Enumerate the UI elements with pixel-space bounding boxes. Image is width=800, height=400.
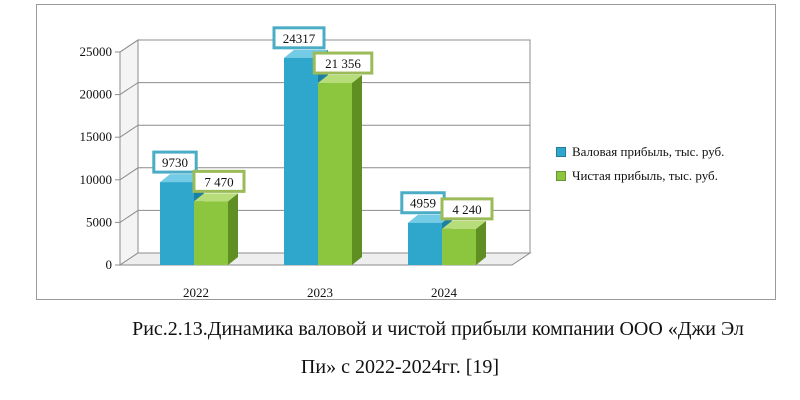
data-label: 21 356 [312, 51, 374, 75]
figure-caption-line2: Пи» с 2022-2024гг. [19] [300, 356, 500, 378]
y-tick-label: 10000 [80, 172, 113, 187]
gridline [119, 167, 530, 181]
x-axis: 2022 2023 2024 [183, 285, 458, 300]
data-label: 4959 [400, 191, 446, 215]
side-wall [119, 39, 139, 266]
bar [442, 220, 486, 265]
legend-label-net: Чистая прибыль, тыс. руб. [572, 168, 718, 183]
y-tick-label: 25000 [80, 44, 113, 59]
legend-label-gross: Валовая прибыль, тыс. руб. [572, 144, 725, 159]
y-tick-label: 15000 [80, 129, 113, 144]
y-tick-label: 0 [106, 257, 113, 272]
legend: Валовая прибыль, тыс. руб. Чистая прибыл… [556, 140, 724, 188]
gridline [119, 209, 530, 223]
data-label: 4 240 [440, 197, 494, 221]
svg-text:4 240: 4 240 [452, 202, 481, 217]
svg-text:4959: 4959 [410, 196, 436, 211]
bars [160, 49, 486, 266]
y-axis: 0 5000 10000 15000 20000 25000 [80, 39, 530, 272]
svg-text:7 470: 7 470 [204, 174, 233, 189]
x-tick-label: 2023 [307, 285, 333, 300]
gridline [119, 82, 530, 96]
bar-chart: 0 5000 10000 15000 20000 25000 9730 7 470 24317… [80, 26, 532, 300]
legend-swatch-net [556, 171, 566, 181]
data-label: 24317 [272, 26, 326, 50]
legend-item-gross: Валовая прибыль, тыс. руб. [556, 140, 724, 164]
figure-caption-line1: Рис.2.13.Динамика валовой и чистой прибы… [132, 318, 744, 340]
svg-text:21 356: 21 356 [325, 56, 361, 71]
data-labels: 9730 7 470 24317 21 356 4959 4 240 [152, 26, 494, 221]
svg-text:9730: 9730 [162, 155, 188, 170]
data-label: 9730 [152, 150, 198, 174]
x-tick-label: 2024 [431, 285, 458, 300]
data-label: 7 470 [192, 169, 246, 193]
bar [318, 75, 362, 266]
bar [194, 193, 238, 265]
y-tick-label: 5000 [86, 214, 112, 229]
svg-text:24317: 24317 [283, 31, 316, 46]
legend-item-net: Чистая прибыль, тыс. руб. [556, 164, 724, 188]
x-tick-label: 2022 [183, 285, 209, 300]
gridline [119, 124, 530, 138]
legend-swatch-gross [556, 147, 566, 157]
gridline [119, 39, 530, 53]
y-tick-label: 20000 [80, 87, 113, 102]
bar [160, 174, 204, 265]
